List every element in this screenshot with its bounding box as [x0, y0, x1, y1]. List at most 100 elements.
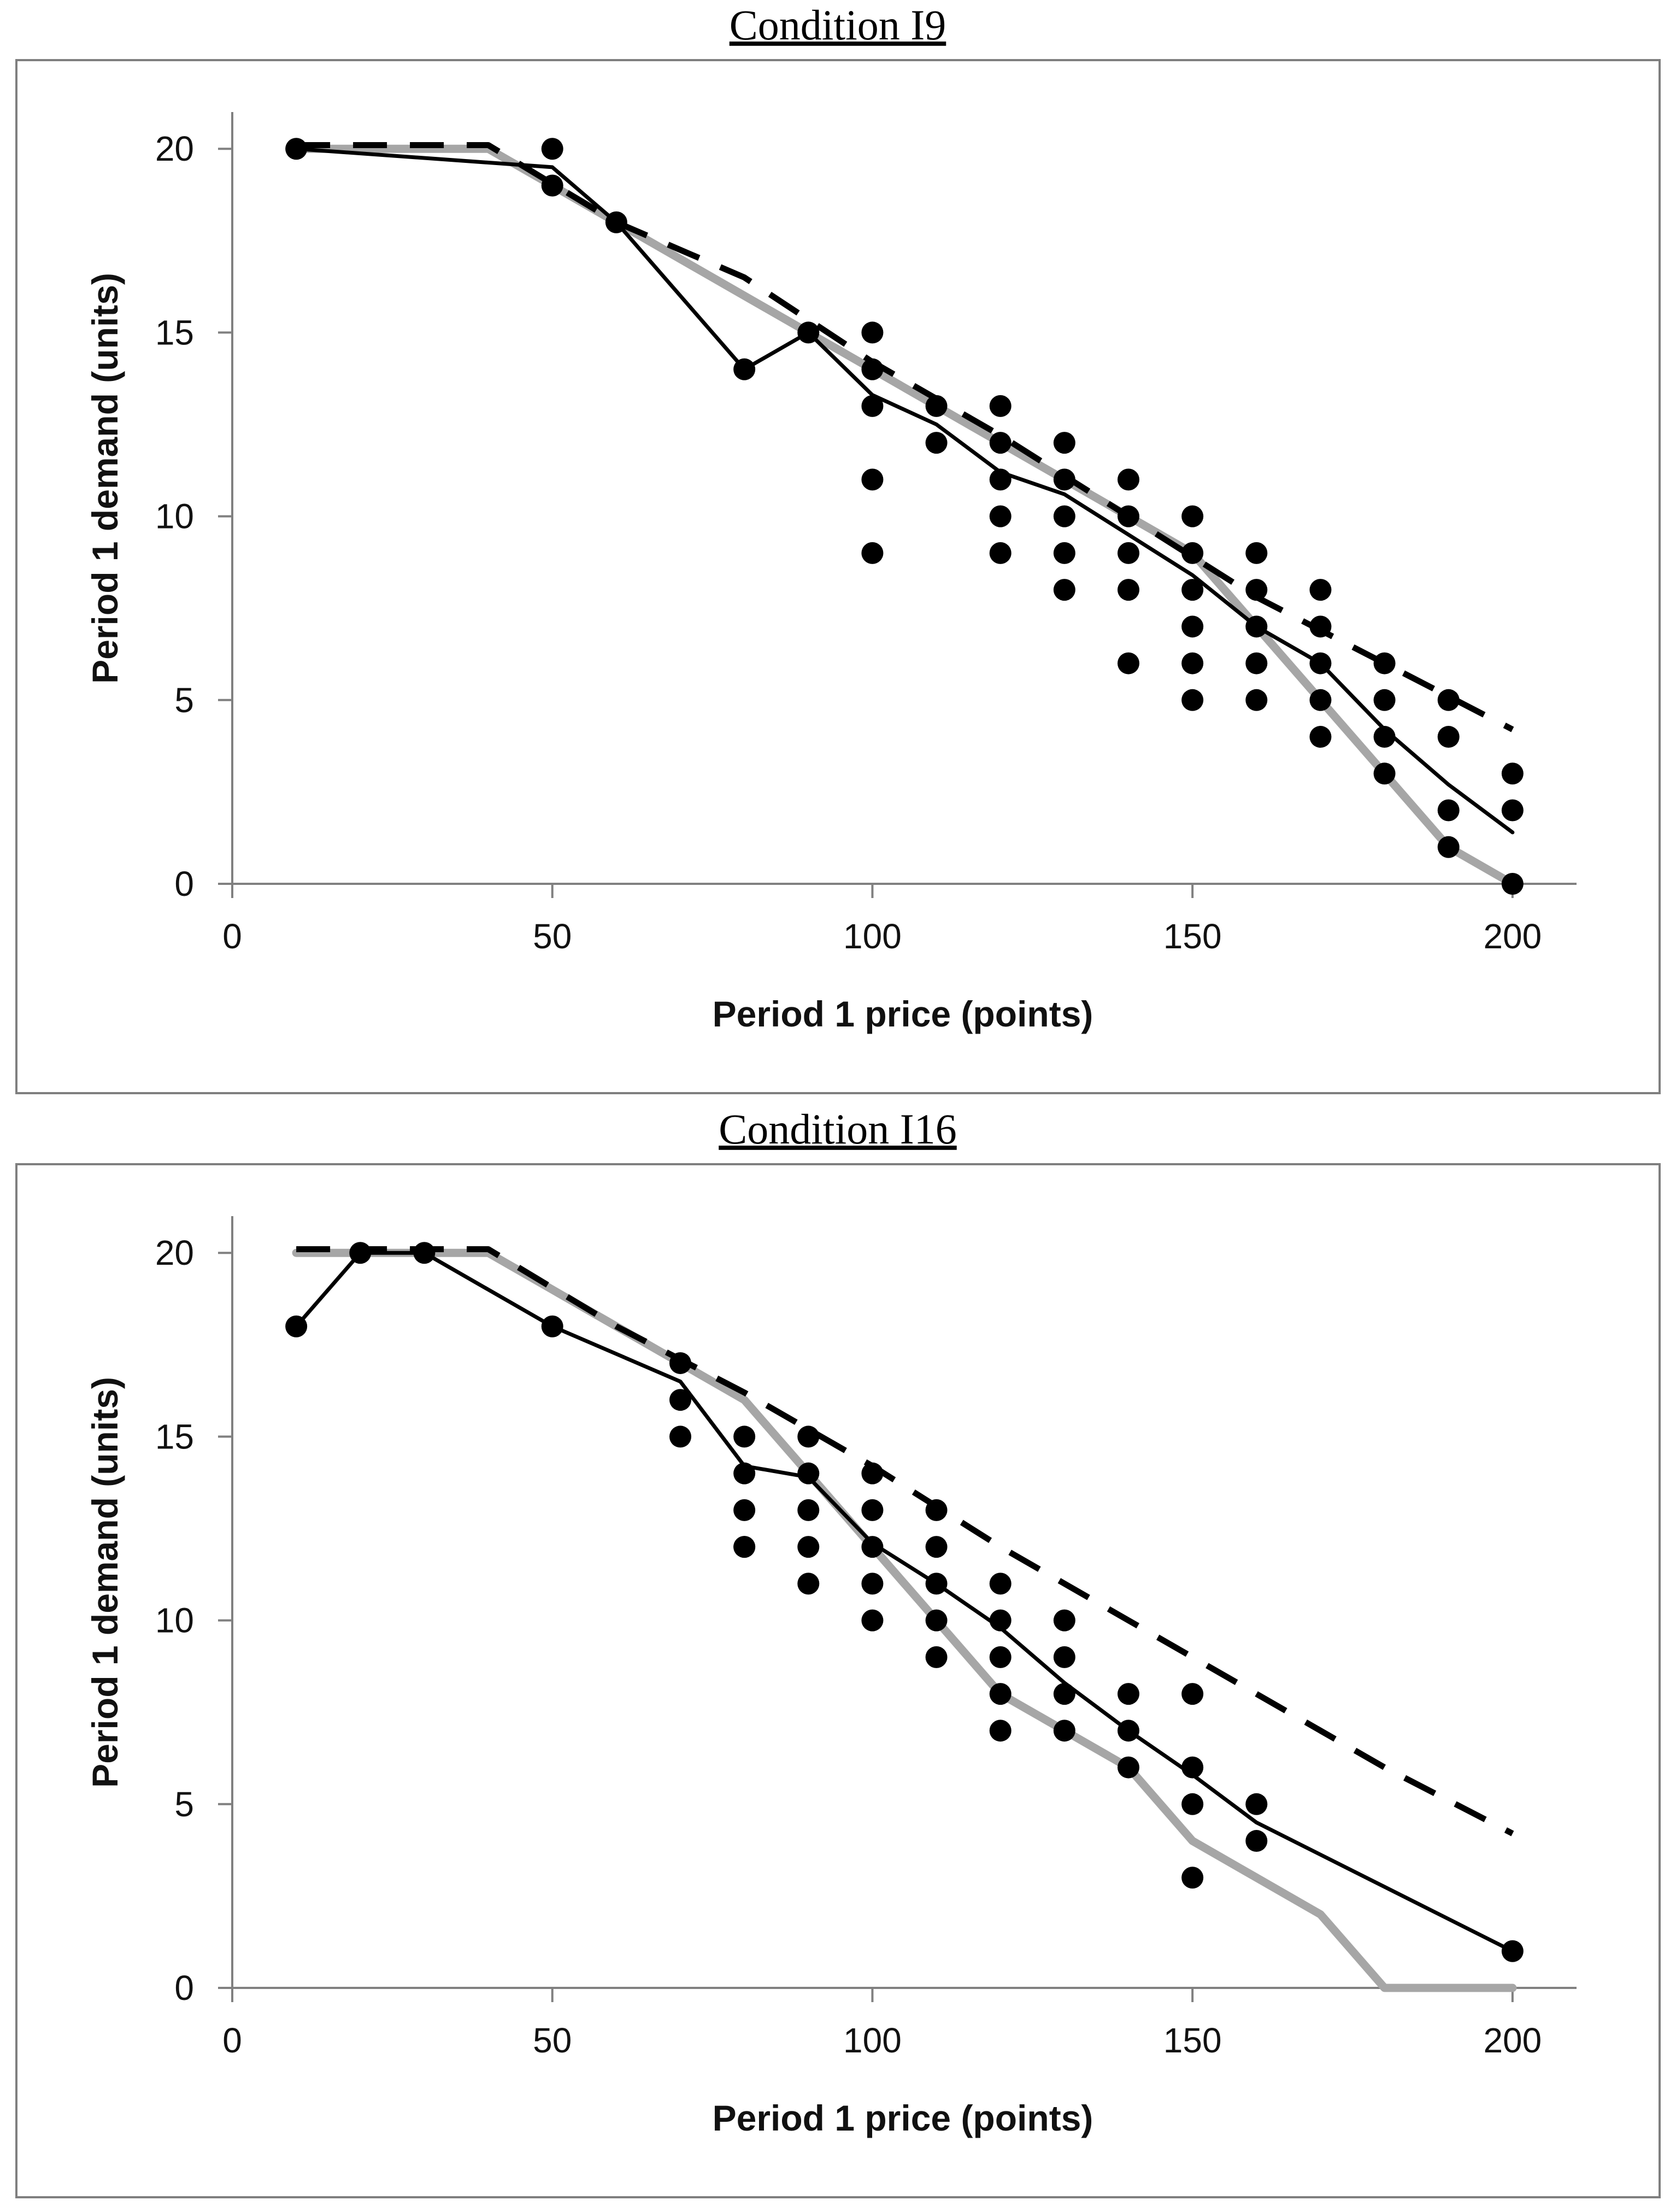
data-point: [861, 1536, 884, 1558]
data-point: [1373, 689, 1396, 711]
data-point: [989, 1720, 1012, 1742]
data-point: [1373, 762, 1396, 785]
y-tick-label: 5: [174, 680, 194, 720]
data-point: [989, 505, 1012, 527]
y-tick-label: 20: [155, 1233, 194, 1272]
data-point: [1501, 799, 1524, 822]
data-point: [1245, 689, 1268, 711]
data-point: [1118, 468, 1139, 491]
data-point: [413, 1242, 436, 1264]
data-point: [541, 174, 563, 197]
data-point: [989, 1683, 1012, 1705]
data-point: [349, 1242, 372, 1264]
data-point: [733, 1425, 756, 1448]
x-tick-label: 200: [1483, 2021, 1542, 2060]
data-point: [669, 1389, 691, 1411]
data-point: [1309, 579, 1332, 601]
y-tick-label: 15: [155, 1417, 194, 1456]
x-tick-label: 0: [222, 917, 242, 956]
x-tick-label: 150: [1163, 2021, 1222, 2060]
data-point: [861, 1573, 884, 1595]
data-point: [925, 1499, 948, 1521]
data-point: [989, 432, 1012, 454]
data-point: [1181, 652, 1204, 674]
data-point: [1181, 1683, 1204, 1705]
data-point: [1245, 579, 1268, 601]
data-point: [925, 1646, 948, 1668]
data-point: [861, 468, 884, 491]
data-point: [1437, 836, 1460, 858]
data-point: [925, 1536, 948, 1558]
y-tick-label: 10: [155, 497, 194, 536]
dashed-series-line: [296, 1246, 1514, 1837]
data-point: [669, 1425, 691, 1448]
data-point: [1053, 1683, 1075, 1705]
y-tick-label: 10: [155, 1601, 194, 1640]
y-tick-label: 20: [155, 129, 194, 168]
data-point: [285, 138, 308, 160]
gray-series-line: [292, 1248, 1517, 1992]
data-point: [1118, 1720, 1139, 1742]
chart-title: Condition I16: [719, 1105, 957, 1153]
data-point: [861, 321, 884, 344]
data-point: [1181, 542, 1204, 564]
data-point: [989, 542, 1012, 564]
data-point: [1053, 468, 1075, 491]
data-point: [925, 1609, 948, 1632]
data-point: [1245, 542, 1268, 564]
chart-frame: [15, 59, 1661, 1094]
data-point: [989, 1573, 1012, 1595]
data-point: [1181, 689, 1204, 711]
data-point: [1181, 615, 1204, 638]
data-point: [1437, 726, 1460, 748]
data-point: [733, 1462, 756, 1485]
data-point: [797, 1425, 820, 1448]
data-point: [861, 542, 884, 564]
chart-frame: [15, 1163, 1661, 2198]
data-point: [989, 395, 1012, 417]
data-point: [1118, 579, 1139, 601]
data-point: [733, 1499, 756, 1521]
data-point: [605, 211, 627, 233]
data-point: [1053, 579, 1075, 601]
data-point: [1245, 615, 1268, 638]
data-point: [989, 1646, 1012, 1668]
data-point: [1437, 799, 1460, 822]
data-point: [733, 358, 756, 380]
data-point: [1245, 1793, 1268, 1815]
x-tick-label: 50: [533, 917, 572, 956]
data-point: [1309, 652, 1332, 674]
data-point: [1181, 505, 1204, 527]
x-tick-label: 0: [222, 2021, 242, 2060]
data-point: [1118, 1683, 1139, 1705]
data-point: [1118, 542, 1139, 564]
x-axis-label: Period 1 price (points): [713, 2098, 1093, 2138]
data-point: [925, 1573, 948, 1595]
data-point: [861, 358, 884, 380]
data-point: [1309, 726, 1332, 748]
y-tick-label: 0: [174, 1968, 194, 2008]
data-point: [861, 1462, 884, 1485]
data-point: [797, 1573, 820, 1595]
data-point: [541, 1315, 563, 1337]
data-point: [1118, 652, 1139, 674]
data-point: [1053, 542, 1075, 564]
data-point: [669, 1352, 691, 1374]
data-point: [1501, 873, 1524, 895]
data-point: [1053, 505, 1075, 527]
data-point: [861, 1609, 884, 1632]
data-point: [797, 1499, 820, 1521]
gray-series-line: [292, 144, 1517, 888]
data-point: [1373, 726, 1396, 748]
chart-title: Condition I9: [730, 1, 946, 49]
y-axis-label: Period 1 demand (units): [85, 273, 125, 684]
y-tick-label: 0: [174, 864, 194, 903]
x-tick-label: 100: [843, 2021, 902, 2060]
data-point: [1309, 689, 1332, 711]
data-point: [1437, 689, 1460, 711]
